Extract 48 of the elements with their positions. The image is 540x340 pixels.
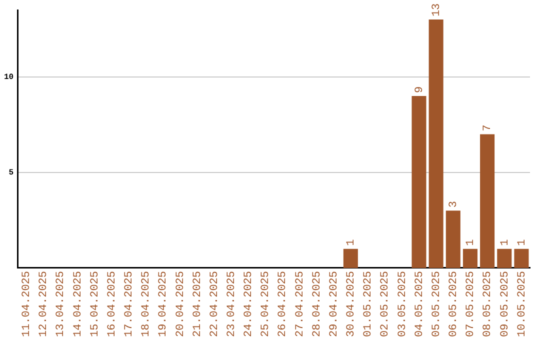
x-tick-label: 21.04.2025 — [192, 270, 204, 338]
x-tick-label: 27.04.2025 — [294, 270, 306, 338]
x-tick-label: 16.04.2025 — [106, 270, 118, 338]
x-tick-label: 03.05.2025 — [396, 270, 409, 338]
x-tick-label: 29.04.2025 — [328, 270, 340, 338]
x-tick-label: 06.05.2025 — [448, 270, 460, 338]
x-tick-label: 24.04.2025 — [243, 270, 256, 338]
bar — [412, 96, 426, 268]
x-tick-label: 26.04.2025 — [277, 270, 290, 338]
y-tick-label: 10 — [4, 72, 14, 82]
bar — [462, 248, 478, 268]
x-tick-label: 08.05.2025 — [482, 270, 494, 338]
x-tick-label: 17.04.2025 — [124, 270, 136, 338]
data-label: 1 — [516, 238, 528, 246]
x-tick-label: 22.04.2025 — [208, 270, 221, 338]
x-tick-label: 14.04.2025 — [72, 270, 84, 338]
x-tick-label: 07.05.2025 — [465, 270, 478, 338]
bar — [480, 134, 495, 268]
x-tick-label: 09.05.2025 — [499, 270, 512, 338]
x-tick-label: 19.04.2025 — [158, 270, 170, 338]
x-tick-label: 05.05.2025 — [430, 270, 443, 338]
data-label: 1 — [465, 238, 478, 246]
x-tick-label: 02.05.2025 — [380, 270, 392, 338]
x-tick-label: 10.05.2025 — [516, 270, 528, 338]
y-tick-label: 5 — [8, 168, 14, 178]
x-tick-label: 13.04.2025 — [55, 270, 68, 338]
data-label: 13 — [430, 3, 443, 17]
x-tick-label: 01.05.2025 — [362, 270, 375, 338]
x-tick-label: 18.04.2025 — [140, 270, 153, 338]
data-label: 9 — [414, 86, 426, 93]
data-label: 3 — [448, 201, 460, 208]
bar — [343, 248, 358, 268]
x-tick-label: 11.04.2025 — [21, 270, 34, 338]
bar — [514, 248, 529, 268]
x-tick-label: 20.04.2025 — [174, 270, 187, 338]
data-label: 1 — [499, 238, 512, 246]
bar — [428, 20, 444, 268]
bar — [497, 248, 512, 268]
x-tick-label: 04.05.2025 — [414, 270, 426, 338]
x-tick-label: 28.04.2025 — [311, 270, 324, 338]
data-label: 7 — [482, 124, 494, 132]
x-tick-label: 15.04.2025 — [89, 270, 102, 338]
x-tick-label: 30.04.2025 — [346, 270, 358, 338]
bar — [446, 210, 460, 268]
x-tick-label: 12.04.2025 — [38, 270, 50, 338]
x-tick-label: 23.04.2025 — [226, 270, 238, 338]
data-label: 1 — [346, 238, 358, 246]
x-tick-label: 25.04.2025 — [260, 270, 272, 338]
